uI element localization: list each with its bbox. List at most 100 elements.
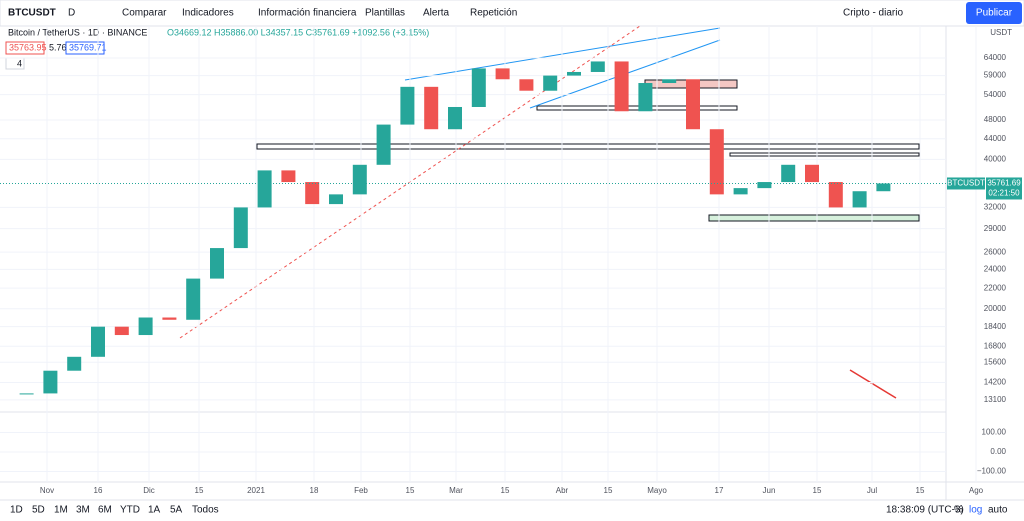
log-toggle[interactable]: log — [969, 505, 982, 516]
x-tick-label: Jun — [763, 486, 776, 495]
x-tick-label: Ago — [969, 486, 984, 495]
candle — [614, 61, 629, 112]
range-button[interactable]: 3M — [76, 505, 90, 516]
candle — [162, 317, 177, 320]
y-tick-label: 40000 — [984, 154, 1007, 163]
candle — [19, 393, 34, 395]
symbol-tag — [947, 177, 985, 190]
y-tick-label: 15600 — [984, 357, 1007, 366]
range-button[interactable]: 1D — [10, 505, 23, 516]
candle — [852, 191, 867, 208]
y-tick-label: 59000 — [984, 71, 1007, 80]
interval[interactable]: D — [68, 8, 75, 19]
range-button[interactable]: 1A — [148, 505, 161, 516]
x-tick-label: 15 — [604, 486, 613, 495]
candle — [352, 164, 367, 195]
layout-name[interactable]: Cripto - diario — [843, 8, 903, 19]
candle — [781, 164, 796, 183]
candle — [876, 183, 891, 192]
y-tick-label: 20000 — [984, 304, 1007, 313]
ask-box — [65, 41, 105, 55]
y-tick-label: 16800 — [984, 341, 1007, 350]
level-box — [729, 152, 920, 157]
range-button[interactable]: Todos — [192, 505, 219, 516]
y-tick-label: 44000 — [984, 134, 1007, 143]
arrow — [849, 369, 897, 399]
candle — [138, 317, 153, 336]
oscillator-tick-label: −100.00 — [977, 467, 1007, 476]
candle — [329, 194, 343, 205]
candle — [709, 129, 724, 195]
x-tick-label: 15 — [813, 486, 822, 495]
x-tick-label: 18 — [310, 486, 319, 495]
legend-ohlc: O34669.12 H35886.00 L34357.15 C35761.69 … — [167, 27, 429, 37]
publish-button[interactable] — [966, 2, 1022, 24]
candle — [662, 79, 677, 84]
range-button[interactable]: 6M — [98, 505, 112, 516]
price-tag-label: 35761.69 — [987, 179, 1021, 188]
level-box — [536, 105, 738, 111]
collapsed-count[interactable]: 4 — [17, 58, 22, 68]
candle — [233, 207, 248, 249]
x-tick-label: Feb — [354, 486, 368, 495]
axis-unit: USDT — [990, 28, 1012, 37]
range-button[interactable]: 5D — [32, 505, 45, 516]
candle — [281, 170, 296, 183]
x-tick-label: Dic — [143, 486, 155, 495]
bid-box — [5, 41, 45, 55]
toolbar — [0, 0, 1024, 27]
symbol-tag-label: BTCUSDT — [947, 179, 985, 188]
toolbar-item[interactable]: Comparar — [122, 8, 167, 19]
candle — [257, 170, 272, 208]
candle — [305, 182, 320, 205]
bid: 35763.95 — [9, 42, 47, 52]
level-box — [256, 143, 920, 150]
x-tick-label: Nov — [40, 486, 54, 495]
y-tick-label: 26000 — [984, 247, 1007, 256]
candle — [519, 79, 534, 91]
toolbar-item[interactable]: Alerta — [423, 8, 450, 19]
x-tick-label: Mar — [449, 486, 463, 495]
y-tick-label: 13100 — [984, 395, 1007, 404]
range-button[interactable]: 5A — [170, 505, 183, 516]
candle — [590, 61, 605, 72]
percent-toggle[interactable]: % — [954, 505, 963, 516]
toolbar-item[interactable]: Repetición — [470, 8, 517, 19]
toolbar-item[interactable]: Indicadores — [182, 8, 234, 19]
toolbar-item[interactable]: Información financiera — [258, 8, 357, 19]
x-tick-label: 15 — [501, 486, 510, 495]
auto-toggle[interactable]: auto — [988, 505, 1008, 516]
candle — [828, 182, 843, 208]
y-tick-label: 18400 — [984, 322, 1007, 331]
x-tick-label: 16 — [94, 486, 103, 495]
ask: 35769.71 — [69, 42, 107, 52]
range-button[interactable]: 1M — [54, 505, 68, 516]
x-tick-label: Abr — [556, 486, 569, 495]
y-tick-label: 22000 — [984, 283, 1007, 292]
candle — [186, 278, 201, 320]
y-tick-label: 24000 — [984, 265, 1007, 274]
x-tick-label: 17 — [715, 486, 724, 495]
demand-zone — [708, 214, 920, 222]
candle — [733, 188, 748, 195]
y-tick-label: 29000 — [984, 224, 1007, 233]
candle — [448, 106, 462, 130]
publish-label[interactable]: Publicar — [976, 8, 1013, 19]
y-tick-label: 64000 — [984, 53, 1007, 62]
y-tick-label: 32000 — [984, 203, 1007, 212]
x-tick-label: 15 — [195, 486, 204, 495]
clock: 18:38:09 (UTC-3) — [886, 505, 964, 516]
candle — [424, 86, 439, 130]
candle — [114, 326, 129, 336]
y-tick-label: 48000 — [984, 115, 1007, 124]
candle — [495, 68, 510, 80]
x-tick-label: 15 — [916, 486, 925, 495]
oscillator-tick-label: 0.00 — [990, 447, 1006, 456]
countdown: 02:21:50 — [988, 189, 1020, 198]
range-button[interactable]: YTD — [120, 505, 140, 516]
candle — [400, 86, 415, 125]
toolbar-item[interactable]: Plantillas — [365, 8, 405, 19]
symbol[interactable]: BTCUSDT — [8, 8, 56, 19]
